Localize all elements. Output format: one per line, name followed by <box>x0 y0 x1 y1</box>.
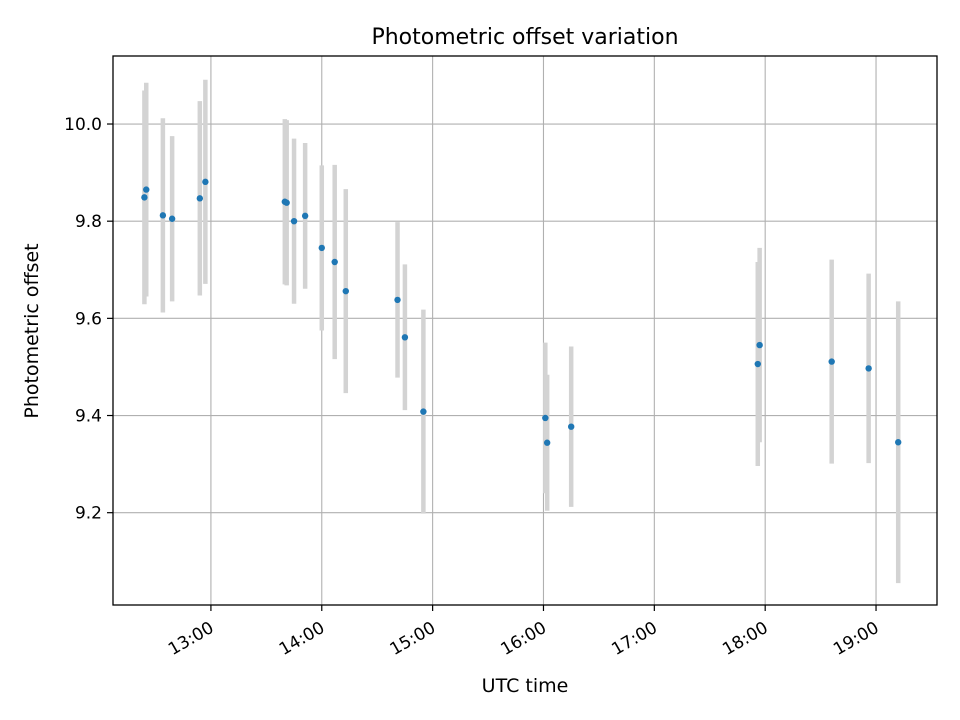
data-point <box>168 215 176 222</box>
data-point <box>196 195 204 202</box>
chart-title: Photometric offset variation <box>371 25 678 50</box>
data-point <box>865 365 872 372</box>
data-point <box>342 287 349 295</box>
y-tick-label: 9.4 <box>75 407 102 427</box>
data-point <box>318 244 325 252</box>
data-point <box>754 360 761 368</box>
y-tick-label: 10.0 <box>64 115 102 135</box>
data-point <box>895 439 902 446</box>
x-axis-label: UTC time <box>482 675 569 697</box>
data-point <box>290 217 298 225</box>
data-point <box>394 296 401 304</box>
data-point <box>420 408 427 415</box>
y-tick-label: 9.2 <box>75 504 102 524</box>
data-point <box>159 212 167 219</box>
y-tick-label: 9.8 <box>75 212 102 232</box>
data-point <box>543 439 551 446</box>
plot-frame <box>112 55 938 606</box>
data-points <box>141 178 902 446</box>
data-point <box>756 341 763 349</box>
data-point <box>567 423 575 430</box>
data-point <box>143 186 150 193</box>
data-point <box>141 194 148 201</box>
data-point <box>331 258 338 266</box>
data-point <box>202 178 209 186</box>
y-tick-label: 9.6 <box>75 309 102 329</box>
data-point <box>283 199 290 206</box>
data-point <box>542 414 549 422</box>
data-point <box>828 358 835 365</box>
data-point <box>301 212 309 220</box>
y-axis-label: Photometric offset <box>21 243 43 418</box>
data-point <box>401 334 409 341</box>
